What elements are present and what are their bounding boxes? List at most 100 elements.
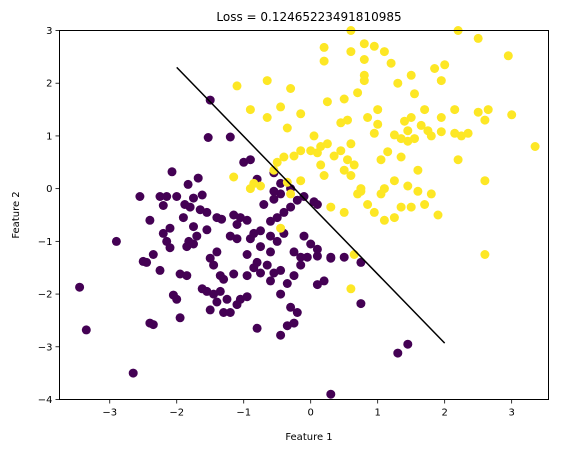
- scatter-point-class-1: [400, 116, 409, 126]
- scatter-point-class-0: [148, 250, 158, 259]
- scatter-point-class-1: [339, 94, 349, 104]
- scatter-point-class-0: [289, 271, 299, 281]
- scatter-point-class-1: [276, 223, 286, 233]
- plot-area: [59, 26, 549, 400]
- plot-frame: [59, 30, 549, 400]
- scatter-point-class-1: [396, 152, 406, 162]
- scatter-point-class-1: [245, 105, 255, 115]
- scatter-point-class-1: [473, 107, 483, 117]
- scatter-point-class-0: [269, 194, 279, 204]
- scatter-point-class-1: [406, 70, 416, 80]
- scatter-point-class-1: [262, 113, 272, 122]
- scatter-point-class-1: [426, 189, 436, 199]
- scatter-point-class-0: [272, 236, 282, 246]
- scatter-point-class-1: [369, 41, 379, 51]
- scatter-point-class-1: [349, 160, 359, 170]
- scatter-point-class-0: [229, 269, 239, 279]
- scatter-point-class-1: [359, 55, 369, 64]
- scatter-point-class-0: [215, 286, 225, 296]
- scatter-point-class-1: [363, 200, 373, 209]
- scatter-point-class-0: [266, 276, 275, 286]
- scatter-point-class-1: [276, 102, 286, 112]
- scatter-point-class-1: [507, 110, 517, 120]
- axes-frame: [59, 30, 549, 400]
- y-axis-label: Feature 2: [11, 191, 22, 238]
- scatter-point-class-1: [336, 118, 346, 128]
- scatter-point-class-1: [322, 97, 332, 107]
- scatter-point-class-0: [306, 239, 316, 249]
- scatter-point-class-1: [403, 126, 413, 136]
- y-tick-label: −2: [38, 290, 53, 301]
- scatter-point-class-0: [296, 260, 306, 270]
- scatter-point-class-1: [426, 131, 436, 141]
- scatter-point-class-0: [252, 257, 262, 267]
- scatter-point-class-1: [346, 139, 356, 149]
- scatter-point-class-0: [175, 313, 185, 323]
- scatter-point-class-0: [242, 250, 252, 259]
- x-axis-label: Feature 1: [285, 432, 332, 443]
- scatter-point-class-0: [182, 271, 192, 281]
- scatter-point-class-0: [262, 260, 272, 270]
- scatter-point-class-0: [312, 280, 322, 290]
- x-tick-label: 2: [441, 408, 447, 419]
- scatter-point-class-1: [436, 76, 446, 86]
- scatter-point-class-0: [339, 252, 349, 262]
- scatter-point-class-0: [326, 389, 336, 399]
- scatter-point-class-1: [346, 284, 356, 294]
- scatter-point-class-0: [282, 279, 292, 288]
- scatter-point-class-0: [225, 308, 235, 317]
- scatter-point-class-1: [450, 128, 460, 138]
- scatter-point-class-1: [369, 207, 379, 217]
- scatter-point-class-0: [167, 167, 177, 177]
- scatter-point-class-0: [165, 243, 175, 253]
- scatter-point-class-1: [376, 155, 386, 165]
- scatter-point-class-1: [389, 130, 399, 140]
- scatter-point-class-0: [205, 253, 215, 263]
- scatter-point-class-0: [403, 339, 413, 349]
- scatter-point-class-1: [483, 105, 493, 115]
- scatter-point-class-1: [453, 155, 463, 165]
- scatter-point-class-0: [189, 222, 198, 232]
- scatter-point-class-1: [420, 105, 430, 115]
- scatter-point-class-0: [312, 251, 322, 261]
- scatter-point-class-1: [269, 165, 279, 175]
- scatter-point-class-0: [319, 276, 329, 286]
- scatter-point-class-1: [229, 172, 239, 182]
- scatter-point-class-1: [379, 47, 389, 57]
- scatter-point-class-1: [430, 64, 440, 73]
- scatter-point-class-0: [219, 308, 229, 317]
- scatter-point-class-0: [276, 289, 286, 299]
- scatter-point-class-1: [413, 165, 423, 175]
- scatter-point-class-0: [222, 294, 232, 304]
- scatter-point-class-1: [393, 78, 403, 88]
- scatter-point-class-1: [326, 202, 336, 212]
- scatter-point-class-1: [379, 215, 389, 225]
- scatter-point-class-0: [183, 179, 193, 189]
- y-tick-label: 3: [46, 26, 52, 37]
- scatter-point-class-0: [256, 268, 265, 278]
- scatter-point-class-0: [162, 192, 172, 201]
- scatter-point-class-0: [242, 292, 252, 302]
- y-tick-label: −4: [38, 395, 53, 406]
- scatter-point-class-0: [279, 207, 289, 217]
- scatter-point-class-0: [128, 368, 138, 378]
- scatter-point-class-1: [329, 151, 339, 161]
- scatter-point-class-1: [503, 51, 513, 61]
- scatter-point-class-1: [440, 60, 450, 70]
- y-tick-label: 1: [46, 131, 52, 142]
- scatter-point-class-1: [343, 155, 352, 165]
- scatter-point-class-0: [172, 294, 182, 304]
- scatter-point-class-1: [403, 181, 413, 191]
- scatter-point-class-0: [212, 247, 222, 257]
- scatter-point-class-1: [436, 127, 446, 137]
- scatter-point-class-0: [172, 192, 182, 201]
- scatter-point-class-1: [413, 186, 423, 196]
- scatter-point-class-0: [393, 348, 403, 358]
- scatter-point-class-1: [319, 42, 329, 52]
- scatter-point-class-1: [383, 147, 393, 157]
- scatter-point-class-0: [232, 220, 242, 229]
- x-tick-label: −1: [236, 408, 251, 419]
- scatter-point-class-1: [396, 134, 406, 144]
- class-0-points: [75, 95, 413, 399]
- scatter-point-class-0: [165, 223, 175, 233]
